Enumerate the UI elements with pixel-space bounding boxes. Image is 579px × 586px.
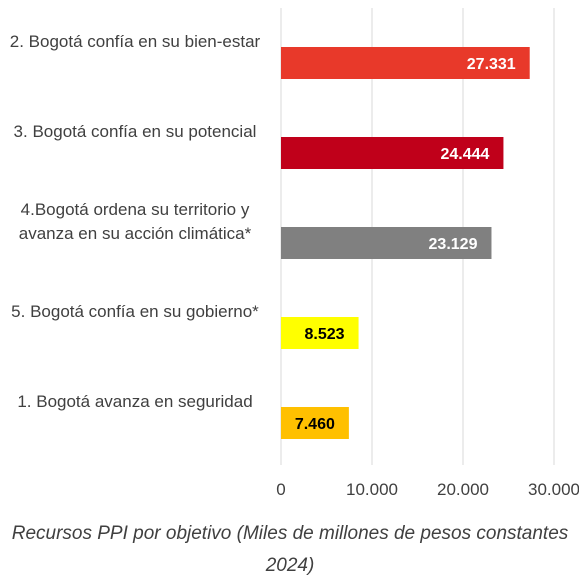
bar [281,137,504,169]
value-label: 8.523 [304,326,345,343]
x-tick-label: 0 [276,480,286,499]
bar [281,317,359,349]
y-tick-label: 4.Bogotá ordena su territorio y avanza e… [18,200,252,243]
bar [281,227,492,259]
x-tick-label: 20.000 [437,480,489,499]
bar [281,47,530,79]
axis-title: Recursos PPI por objetivo (Miles de mill… [11,523,569,576]
y-tick-label: 5. Bogotá confía en su gobierno* [11,302,259,321]
value-label: 23.129 [428,236,478,253]
x-tick-label: 10.000 [346,480,398,499]
x-tick-label: 30.000 [528,480,579,499]
bar [281,407,349,439]
y-tick-label: 3. Bogotá confía en su potencial [13,122,257,141]
value-label: 7.460 [294,416,335,433]
y-tick-label: 1. Bogotá avanza en seguridad [17,392,253,411]
value-label: 24.444 [440,146,490,163]
value-label: 27.331 [466,56,516,73]
y-tick-label: 2. Bogotá confía en su bien-estar [9,32,261,51]
